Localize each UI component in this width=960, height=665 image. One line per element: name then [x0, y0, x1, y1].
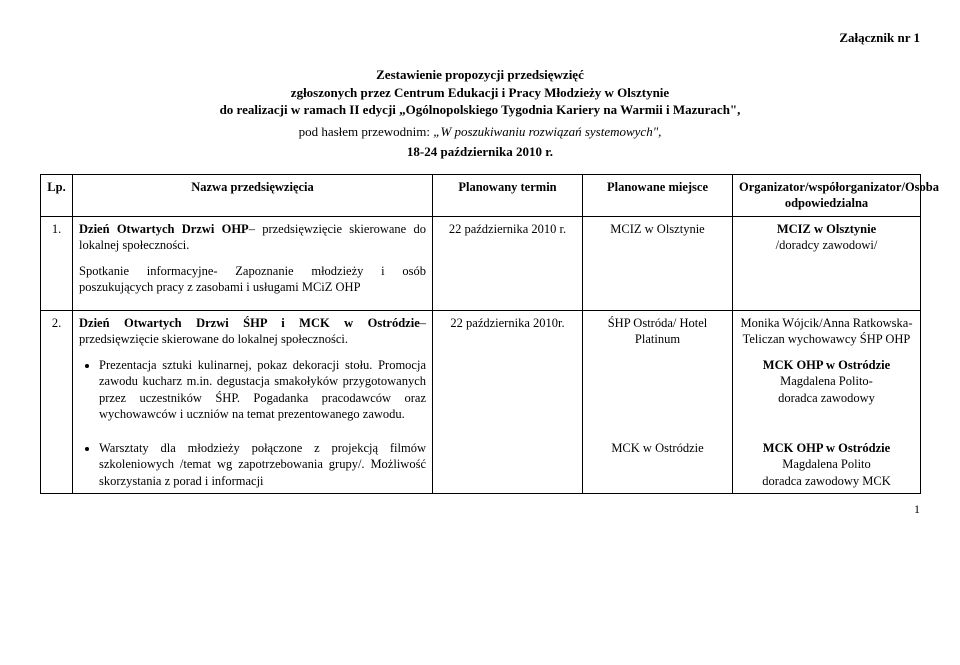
cell-termin: 22 października 2010r. [433, 310, 583, 436]
title-line2: zgłoszonych przez Centrum Edukacji i Pra… [40, 84, 920, 102]
cell-termin: 22 października 2010 r. [433, 216, 583, 310]
row2-org2-line1: Magdalena Polito [739, 456, 914, 472]
table-row: 1. Dzień Otwartych Drzwi OHP– przedsięwz… [41, 216, 921, 310]
cell-miejsce: MCK w Ostródzie [583, 436, 733, 493]
page-number: 1 [40, 502, 920, 517]
row1-org-rest: /doradcy zawodowi/ [739, 237, 914, 253]
row1-desc: Spotkanie informacyjne- Zapoznanie młodz… [79, 263, 426, 296]
row2-org2-bold: MCK OHP w Ostródzie [739, 440, 914, 456]
cell-nazwa: Dzień Otwartych Drzwi OHP– przedsięwzięc… [73, 216, 433, 310]
col-org: Organizator/współorganizator/Osoba odpow… [733, 175, 921, 217]
col-termin: Planowany termin [433, 175, 583, 217]
cell-lp: 1. [41, 216, 73, 310]
title-line1: Zestawienie propozycji przedsięwzięć [40, 66, 920, 84]
row2-org2-line2: doradca zawodowy MCK [739, 473, 914, 489]
row2-org1-line3: doradca zawodowy [739, 390, 914, 406]
row2-org1-line2: Magdalena Polito- [739, 373, 914, 389]
header-row: Lp. Nazwa przedsięwzięcia Planowany term… [41, 175, 921, 217]
row1-title-bold: Dzień Otwartych Drzwi OHP [79, 222, 249, 236]
subtitle-italic: „W poszukiwaniu rozwiązań systemowych", [433, 124, 661, 139]
row1-org-bold: MCIZ w Olsztynie [739, 221, 914, 237]
cell-lp: 2. [41, 310, 73, 493]
cell-termin [433, 436, 583, 493]
main-table: Lp. Nazwa przedsięwzięcia Planowany term… [40, 174, 921, 494]
cell-org: MCIZ w Olsztynie /doradcy zawodowi/ [733, 216, 921, 310]
col-nazwa: Nazwa przedsięwzięcia [73, 175, 433, 217]
cell-nazwa: Dzień Otwartych Drzwi ŚHP i MCK w Ostród… [73, 310, 433, 436]
row2-bullet1: Prezentacja sztuki kulinarnej, pokaz dek… [99, 357, 426, 422]
col-lp: Lp. [41, 175, 73, 217]
cell-miejsce: ŚHP Ostróda/ Hotel Platinum [583, 310, 733, 436]
attachment-label: Załącznik nr 1 [40, 30, 920, 46]
cell-org: MCK OHP w Ostródzie Magdalena Polito dor… [733, 436, 921, 493]
table-row: 2. Dzień Otwartych Drzwi ŚHP i MCK w Ost… [41, 310, 921, 436]
title-block: Zestawienie propozycji przedsięwzięć zgł… [40, 66, 920, 119]
row2-bullet2: Warsztaty dla młodzieży połączone z proj… [99, 440, 426, 489]
col-miejsce: Planowane miejsce [583, 175, 733, 217]
subtitle-prefix: pod hasłem przewodnim: [299, 124, 434, 139]
table-row: Warsztaty dla młodzieży połączone z proj… [41, 436, 921, 493]
cell-nazwa: Warsztaty dla młodzieży połączone z proj… [73, 436, 433, 493]
row2-org1-line1: Monika Wójcik/Anna Ratkowska-Teliczan wy… [739, 315, 914, 348]
subtitle-block: pod hasłem przewodnim: „W poszukiwaniu r… [40, 123, 920, 141]
row2-org1-bold: MCK OHP w Ostródzie [739, 357, 914, 373]
date-line: 18-24 października 2010 r. [40, 144, 920, 160]
row2-title-bold: Dzień Otwartych Drzwi ŚHP i MCK w Ostród… [79, 316, 420, 330]
cell-org: Monika Wójcik/Anna Ratkowska-Teliczan wy… [733, 310, 921, 436]
cell-miejsce: MCIZ w Olsztynie [583, 216, 733, 310]
title-line3: do realizacji w ramach II edycji „Ogólno… [40, 101, 920, 119]
